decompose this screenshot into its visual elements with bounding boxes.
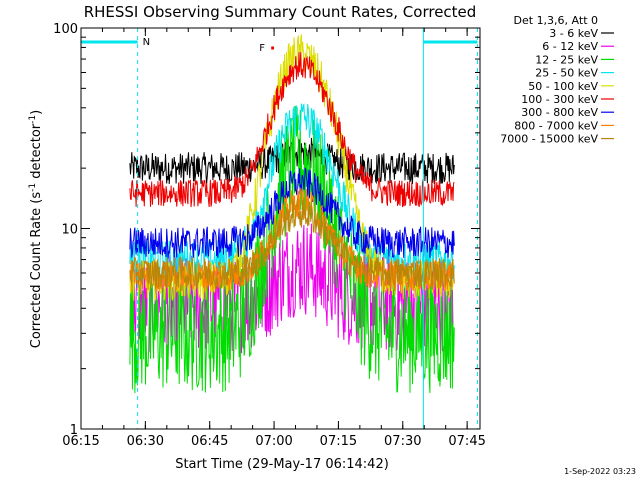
y-axis-label-sup1: -1	[28, 183, 38, 192]
y-axis-label-sup2: -1	[28, 115, 38, 124]
y-axis-label-end: )	[29, 110, 44, 115]
y-axis-label: Corrected Count Rate (s-1 detector-1)	[28, 110, 44, 348]
x-tick-label: 07:45	[448, 434, 485, 449]
x-tick-label: 07:30	[384, 434, 421, 449]
x-tick-label: 06:15	[62, 434, 99, 449]
plot-series-layer	[129, 34, 455, 394]
legend-label: 100 - 300 keV	[521, 93, 598, 106]
footer-timestamp: 1-Sep-2022 03:23	[564, 467, 636, 476]
y-tick-label: 100	[53, 22, 78, 37]
legend-label: 50 - 100 keV	[528, 80, 598, 93]
x-tick-label: 06:45	[191, 434, 228, 449]
x-axis-label: Start Time (29-May-17 06:14:42)	[175, 457, 389, 472]
axes-layer: 06:15 06:30 06:45 07:00 07:15 07:30 07:45 1 10 10…	[53, 22, 486, 449]
legend-label: 300 - 800 keV	[521, 106, 598, 119]
x-tick-label: 07:15	[320, 434, 357, 449]
x-tick-label: 07:00	[255, 434, 292, 449]
y-axis-label-main: Corrected Count Rate (s	[29, 192, 44, 349]
chart-title: RHESSI Observing Summary Count Rates, Co…	[84, 3, 477, 21]
flare-marker-label: F	[259, 43, 265, 54]
legend-label: 25 - 50 keV	[535, 67, 598, 80]
legend-label: 12 - 25 keV	[535, 53, 598, 66]
legend-header: Det 1,3,6, Att 0	[514, 14, 598, 27]
y-tick-label: 1	[70, 423, 78, 438]
y-axis-label-mid: detector	[29, 123, 44, 183]
flag-label: N	[143, 37, 150, 48]
series-line-2	[129, 105, 455, 394]
x-tick-label: 06:30	[127, 434, 164, 449]
series-line-6	[129, 167, 455, 259]
legend-label: 7000 - 15000 keV	[500, 133, 598, 146]
y-tick-label: 10	[61, 223, 78, 238]
legend-label: 6 - 12 keV	[542, 40, 598, 53]
series-line-8	[129, 197, 455, 291]
legend-label: 3 - 6 keV	[549, 27, 598, 40]
series-line-5	[129, 52, 455, 208]
legend-label: 800 - 7000 keV	[514, 119, 598, 132]
